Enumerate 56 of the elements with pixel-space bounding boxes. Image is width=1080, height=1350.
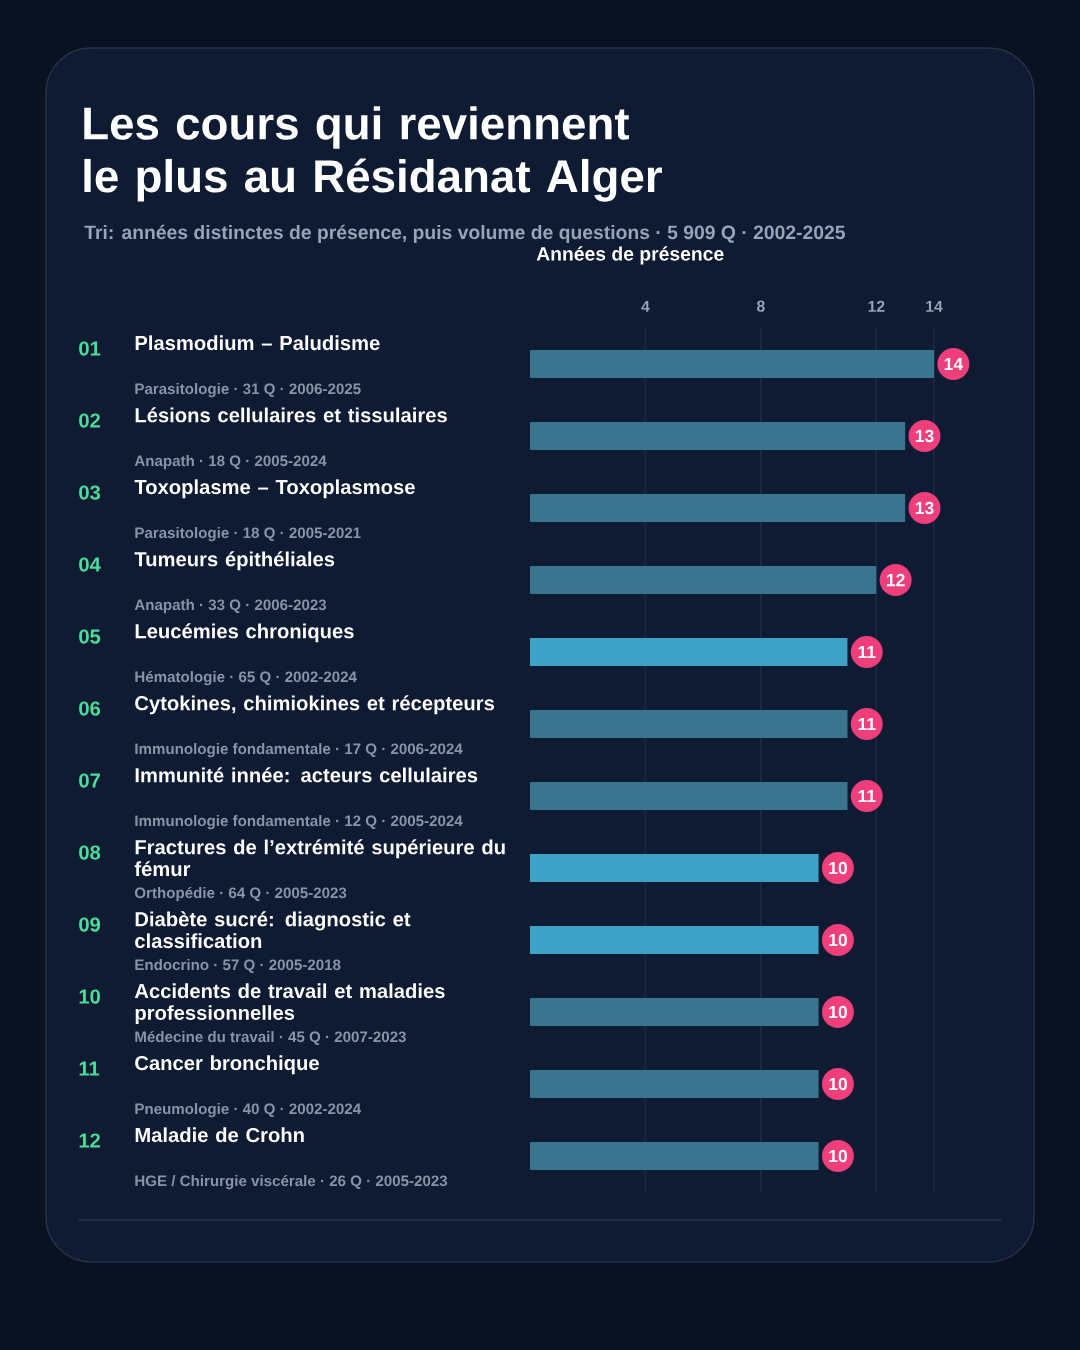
data-label: 10 [829, 1005, 847, 1019]
data-label: 10 [829, 1077, 847, 1091]
text: 02 [79, 413, 100, 428]
text: Parasitologie · 18 Q · 2005-2021 [135, 527, 361, 542]
chart-subtitle: Tri: années distinctes de présence, puis volume de questions · 5 909 Q · 2002-2025 [84, 224, 845, 243]
y-tick-label: Leucémies chroniques [135, 623, 354, 643]
text: 01 [79, 341, 101, 356]
text: 06 [79, 701, 101, 716]
x-tick-label: 14 [926, 300, 943, 312]
data-label: 10 [829, 1149, 847, 1163]
y-tick-label: Toxoplasme – Toxoplasmose [134, 479, 415, 499]
data-label: 11 [858, 645, 876, 659]
text: Anapath · 33 Q · 2006-2023 [134, 599, 327, 614]
text: 10 [79, 989, 100, 1004]
data-label: 11 [858, 717, 876, 731]
x-tick-label: 12 [868, 300, 885, 312]
text: Anapath · 18 Q · 2005-2024 [134, 455, 327, 470]
data-label: 11 [858, 789, 876, 803]
y-tick-label: Immunité innée: acteurs cellulaires [135, 767, 478, 783]
text: 03 [79, 485, 101, 500]
text: Orthopédie · 64 Q · 2005-2023 [134, 886, 347, 902]
text: Hématologie · 65 Q · 2002-2024 [135, 670, 357, 686]
text: 04 [79, 557, 101, 572]
data-label: 10 [829, 861, 847, 875]
y-tick-label: Accidents de travail et maladies professionnelles [134, 983, 445, 1024]
x-tick-label: 8 [756, 300, 765, 312]
text: Médecine du travail · 45 Q · 2007-2023 [135, 1030, 406, 1045]
y-tick-label: Cytokines, chimiokines et récepteurs [135, 695, 495, 715]
data-label: 12 [886, 573, 905, 587]
data-label: 10 [829, 933, 847, 947]
y-tick-label: Lésions cellulaires et tissulaires [135, 407, 447, 423]
data-label: 14 [944, 357, 964, 371]
text: Immunologie fondamentale · 17 Q · 2006-2024 [135, 743, 463, 758]
bar [530, 998, 819, 1026]
text: 08 [79, 845, 101, 860]
y-tick-label: Diabète sucré: diagnostic et classification [135, 911, 411, 949]
text: Endocrino · 57 Q · 2005-2018 [135, 959, 341, 973]
text: 07 [79, 773, 100, 788]
y-tick-label: Cancer bronchique [135, 1055, 319, 1075]
y-tick-label: Plasmodium – Paludisme [135, 335, 380, 351]
text: 09 [79, 917, 101, 932]
text: HGE / Chirurgie viscérale · 26 Q · 2005-2023 [135, 1174, 448, 1190]
data-label: 13 [915, 429, 934, 443]
text: Immunologie fondamentale · 12 Q · 2005-2024 [135, 815, 463, 830]
text: Pneumologie · 40 Q · 2002-2024 [135, 1103, 362, 1118]
chart-title: Les cours qui reviennent le plus au Résidanat Alger [84, 106, 662, 202]
text: Parasitologie · 31 Q · 2006-2025 [135, 383, 361, 398]
x-tick-label: 4 [641, 300, 650, 312]
x-axis-title: Années de présence [536, 246, 724, 265]
text: 05 [79, 629, 101, 644]
data-label: 13 [915, 501, 934, 515]
y-tick-label: Maladie de Crohn [135, 1127, 304, 1143]
y-tick-label: Tumeurs épithéliales [134, 551, 335, 571]
text: 11 [79, 1061, 100, 1076]
text: 12 [79, 1133, 100, 1148]
y-tick-label: Fractures de l’extrémité supérieure du fémur [134, 839, 505, 877]
